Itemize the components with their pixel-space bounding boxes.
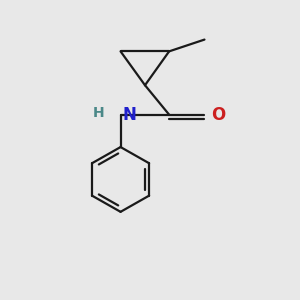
Text: O: O bbox=[211, 106, 225, 124]
Text: H: H bbox=[93, 106, 104, 120]
Text: N: N bbox=[122, 106, 136, 124]
